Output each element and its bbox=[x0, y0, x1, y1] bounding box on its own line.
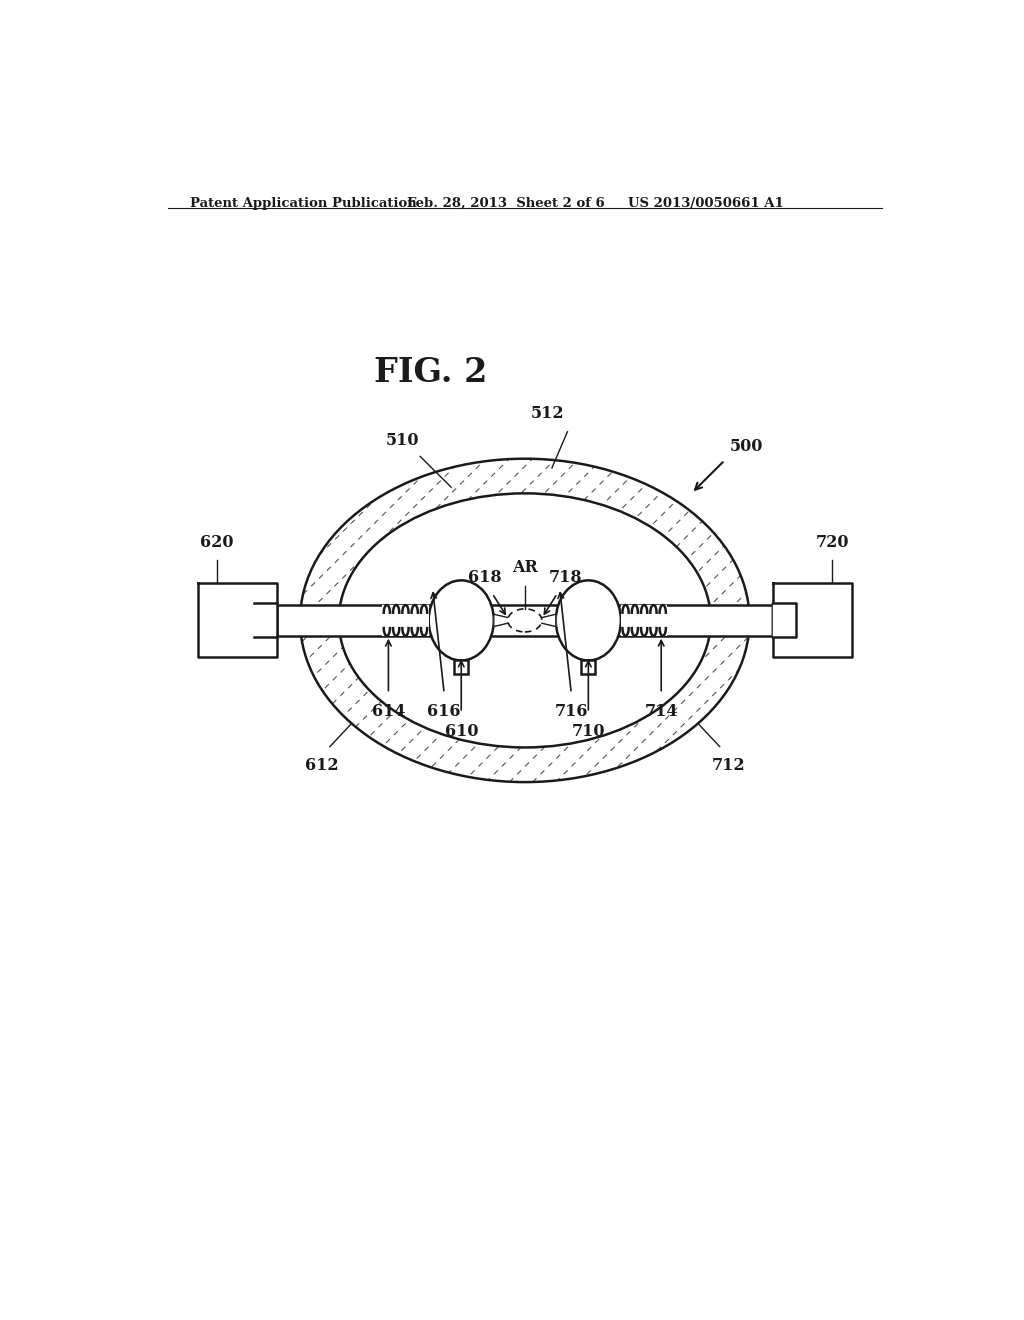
Text: 614: 614 bbox=[372, 702, 406, 719]
Text: 618: 618 bbox=[468, 569, 502, 586]
Polygon shape bbox=[494, 614, 513, 627]
Bar bbox=[455, 660, 468, 675]
Polygon shape bbox=[773, 603, 796, 638]
Text: 714: 714 bbox=[644, 702, 678, 719]
Bar bbox=[582, 660, 595, 675]
Text: 712: 712 bbox=[712, 758, 745, 775]
Text: AR: AR bbox=[512, 558, 538, 576]
Ellipse shape bbox=[339, 494, 711, 747]
Text: 710: 710 bbox=[571, 723, 605, 739]
Text: 616: 616 bbox=[427, 702, 461, 719]
Text: 612: 612 bbox=[305, 758, 339, 775]
Ellipse shape bbox=[556, 581, 621, 660]
Text: Patent Application Publication: Patent Application Publication bbox=[190, 197, 417, 210]
Text: US 2013/0050661 A1: US 2013/0050661 A1 bbox=[628, 197, 783, 210]
Polygon shape bbox=[273, 603, 276, 638]
Text: 720: 720 bbox=[816, 535, 849, 552]
Text: 512: 512 bbox=[531, 405, 565, 422]
Polygon shape bbox=[198, 583, 276, 657]
Text: 718: 718 bbox=[548, 569, 582, 586]
Text: 716: 716 bbox=[555, 702, 588, 719]
Polygon shape bbox=[773, 603, 779, 638]
Ellipse shape bbox=[429, 581, 494, 660]
Text: 500: 500 bbox=[730, 438, 764, 455]
Polygon shape bbox=[254, 603, 276, 638]
Text: 510: 510 bbox=[386, 432, 419, 449]
Bar bbox=[273, 605, 779, 636]
Polygon shape bbox=[773, 583, 852, 657]
Text: Feb. 28, 2013  Sheet 2 of 6: Feb. 28, 2013 Sheet 2 of 6 bbox=[407, 197, 605, 210]
Text: 620: 620 bbox=[201, 535, 233, 552]
Bar bbox=[382, 605, 429, 636]
Bar bbox=[621, 605, 668, 636]
Ellipse shape bbox=[508, 609, 542, 632]
Polygon shape bbox=[537, 614, 556, 627]
Text: FIG. 2: FIG. 2 bbox=[374, 356, 487, 389]
Text: 610: 610 bbox=[444, 723, 478, 739]
